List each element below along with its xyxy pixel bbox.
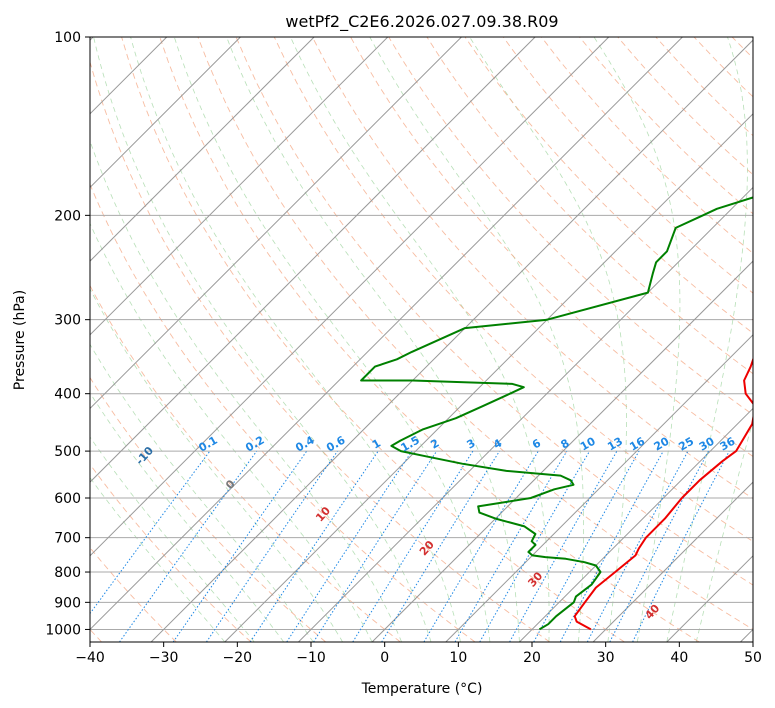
dry-adiabat [235, 37, 753, 586]
moist-adiabat [593, 37, 681, 642]
x-tick-label: −10 [296, 650, 326, 666]
y-tick-label: 500 [54, 444, 81, 460]
isotherm [90, 37, 610, 557]
mixing-ratio-line [533, 450, 640, 642]
mixing-ratio-line [249, 450, 379, 642]
isotherm [298, 186, 753, 642]
moist-adiabat [90, 139, 402, 642]
mixing-ratio-line [90, 450, 211, 615]
y-tick-label: 600 [54, 491, 81, 507]
x-tick-label: 0 [380, 650, 389, 666]
isotherm [90, 37, 683, 631]
moist-adiabat [90, 477, 226, 642]
dry-adiabat [312, 37, 753, 500]
isotherm [90, 37, 536, 483]
x-axis-label: Temperature (°C) [361, 681, 483, 697]
mixing-ratio-line [119, 450, 258, 642]
y-tick-label: 300 [54, 313, 81, 329]
plot-area [90, 37, 753, 642]
mixing-ratio-line [423, 450, 539, 642]
x-tick-label: −20 [223, 650, 253, 666]
isotherm [224, 113, 753, 642]
isotherm [519, 407, 753, 642]
mixing-ratio-line [313, 450, 438, 642]
moist-adiabat [90, 222, 373, 642]
mixing-ratio-line [381, 450, 500, 642]
moist-adiabat [130, 37, 461, 642]
mixing-ratio-line [352, 450, 474, 642]
x-axis: −40 −30 −20 −10 0 10 20 30 40 50 [75, 642, 762, 666]
isotherm [90, 37, 462, 410]
moist-adiabat [90, 392, 285, 642]
isotherm [150, 39, 753, 642]
dry-adiabat [90, 463, 252, 642]
moist-adiabat [469, 37, 627, 642]
y-tick-label: 400 [54, 387, 81, 403]
isotherm [90, 37, 389, 336]
x-tick-label: 10 [449, 650, 467, 666]
mixing-ratio-line [559, 450, 664, 642]
x-tick-label: −40 [75, 650, 105, 666]
mixing-ratio-line [205, 450, 338, 642]
isotherm [90, 37, 241, 189]
isotherm [90, 37, 315, 262]
y-tick-label: 200 [54, 208, 81, 224]
x-tick-label: 30 [597, 650, 615, 666]
chart-title: wetPf2_C2E6.2026.027.09.38.R09 [285, 12, 558, 32]
mixing-ratio-line [509, 450, 618, 642]
y-axis: 1000 900 800 700 600 500 400 300 200 100 [45, 30, 90, 638]
x-tick-label: 20 [523, 650, 541, 666]
mixing-ratio-line [632, 450, 730, 642]
dewpoint-profile-line [360, 196, 753, 631]
dry-adiabat [273, 37, 753, 542]
y-axis-label: Pressure (hPa) [12, 290, 28, 390]
y-tick-label: 800 [54, 565, 81, 581]
dry-adiabat [502, 37, 753, 294]
moist-adiabat [90, 436, 255, 642]
x-tick-label: 40 [670, 650, 688, 666]
moist-adiabat [290, 37, 550, 642]
isotherm [445, 334, 753, 642]
mixing-ratio-line [286, 450, 413, 642]
dry-adiabat [197, 37, 753, 630]
x-tick-label: −30 [149, 650, 179, 666]
temperature-profile-line [573, 316, 753, 631]
dry-adiabat [159, 37, 700, 642]
y-tick-label: 700 [54, 531, 81, 547]
x-tick-label: 50 [744, 650, 762, 666]
dry-adiabat [121, 37, 625, 642]
plot-frame [89, 36, 754, 643]
y-tick-label: 1000 [45, 622, 81, 638]
moist-adiabat [93, 37, 432, 642]
isotherm [371, 260, 753, 642]
isotherm [592, 481, 753, 642]
moist-adiabat [226, 37, 520, 642]
mixing-ratio-line [172, 450, 308, 642]
y-tick-label: 900 [54, 595, 81, 611]
moist-adiabat [173, 37, 491, 642]
y-tick-label: 100 [54, 30, 81, 46]
dry-adiabat [90, 60, 551, 642]
mixing-ratio-line [586, 450, 689, 642]
moist-adiabat [369, 37, 584, 642]
